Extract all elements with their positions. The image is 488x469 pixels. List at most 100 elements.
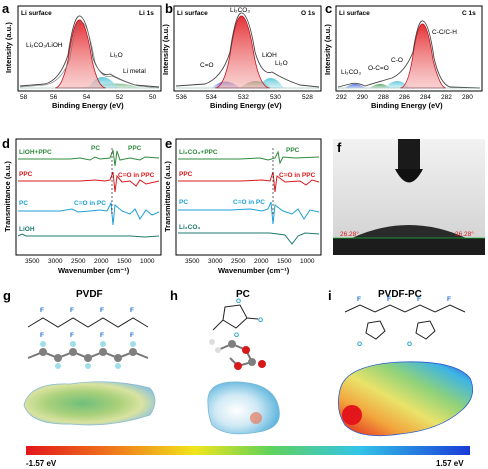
annotation-e-1: C=O in PPC <box>279 172 316 179</box>
plot-frame-b <box>173 5 322 92</box>
sessile-drop <box>352 225 466 238</box>
series-label-d-2: PC <box>19 200 28 207</box>
pvdf-pc-rings: O O <box>357 320 436 348</box>
panel-a: a Li surface Li 1s Li₂CO₃/LiOH Li₂O Li m… <box>2 1 162 110</box>
panel-letter-e: e <box>165 136 172 151</box>
atom-f-i-3: F <box>417 296 421 303</box>
peak-cc-ch-c <box>399 23 447 89</box>
pvdf-ball-stick <box>27 341 149 369</box>
series-label-d-3: LiOH <box>19 226 35 233</box>
ylabel-a-text: Intensity (a.u.) <box>4 22 13 73</box>
xtick-c-5: 282 <box>441 94 452 101</box>
header-left-a: Li surface <box>21 10 52 17</box>
panel-letter-a: a <box>2 1 10 16</box>
series-label-e-3: Li₂CO₃ <box>179 224 200 231</box>
xtick-b-4: 528 <box>302 94 313 101</box>
panel-g: g PVDF F F F F F F F F <box>3 288 156 426</box>
xtick-a-3: 52 <box>116 94 124 101</box>
xlabel-b: Binding Energy (eV) <box>210 101 282 110</box>
xticks-a: 58 56 54 52 50 <box>20 94 157 101</box>
pvdf-pc-esp-negative-region <box>342 405 362 425</box>
envelope-curve-a <box>19 15 160 88</box>
xtick-d-2: 2500 <box>71 258 86 265</box>
series-label-e-2: PC <box>179 199 188 206</box>
pvdf-skeleton <box>27 317 149 328</box>
molecule-title-g: PVDF <box>76 289 103 300</box>
peak-label-a-1: Li₂O <box>110 52 123 59</box>
xtick-a-1: 56 <box>50 94 58 101</box>
ylabel-e-text: Transmittance (a.u.) <box>163 161 172 232</box>
annotation-d-2: C=O in PPC <box>118 172 155 179</box>
xtick-e-3: 2000 <box>254 258 269 265</box>
series-label-d-1: PPC <box>19 171 33 178</box>
atom-f-g-7: F <box>100 332 104 339</box>
atom-f-i-2: F <box>387 296 391 303</box>
envelope-curve-b <box>175 12 320 88</box>
peak-label-b-2: LiOH <box>262 52 277 59</box>
panel-e: e Li₂CO₃+PPC PPC PC Li₂CO₃ PPC C=O in PP… <box>163 136 322 275</box>
header-right-b: O 1s <box>301 10 315 17</box>
colorbar: -1.57 eV 1.57 eV <box>26 446 470 468</box>
xtick-d-5: 1000 <box>140 258 155 265</box>
xtick-c-4: 284 <box>420 94 431 101</box>
xtick-e-2: 2500 <box>231 258 246 265</box>
peak-label-c-1: C-O <box>391 57 403 64</box>
pc-esp-surface <box>207 381 280 435</box>
atom-o-h-3: O <box>258 317 263 324</box>
header-left-c: Li surface <box>339 10 370 17</box>
spectrum-lioh-d <box>17 233 160 238</box>
spectrum-ppc-e <box>178 171 320 193</box>
pvdf-esp-surface <box>23 381 156 426</box>
peak-label-b-3: Li₂O <box>275 60 288 67</box>
pc-esp-negative-region <box>250 412 262 424</box>
panel-b: b Li surface O 1s Li₂CO₃ C=O LiOH Li₂O I… <box>161 1 322 110</box>
xlabel-e: Wavenumber (cm⁻¹) <box>218 266 290 275</box>
ylabel-d-text: Transmittance (a.u.) <box>3 161 12 232</box>
xtick-d-1: 3000 <box>48 258 63 265</box>
annotation-e-0: PPC <box>286 147 300 154</box>
colorbar-min-label: -1.57 eV <box>26 459 57 468</box>
peak-li2co3-c <box>345 84 365 88</box>
colorbar-gradient <box>26 446 470 455</box>
xtick-c-1: 290 <box>357 94 368 101</box>
atom-f-g-3: F <box>100 307 104 314</box>
series-label-e-1: PPC <box>179 171 193 178</box>
panel-letter-i: i <box>328 288 332 303</box>
peak-li2co3-b <box>214 15 271 89</box>
panel-f: f 26.28° 26.28° <box>333 139 485 255</box>
xticks-c: 292 290 288 286 284 282 280 <box>336 94 473 101</box>
xlabel-c: Binding Energy (eV) <box>371 101 443 110</box>
series-label-d-0: LiOH+PPC <box>19 149 52 156</box>
panel-letter-b: b <box>165 1 173 16</box>
spectrum-ppc-d <box>18 171 160 193</box>
xtick-c-6: 280 <box>462 94 473 101</box>
atom-o-i-1: O <box>357 341 362 348</box>
pvdf-pc-chain <box>344 304 466 313</box>
xticks-d: 3500 3000 2500 2000 1500 1000 <box>25 258 155 265</box>
plot-frame-e <box>175 138 322 256</box>
spectrum-lioh-ppc-d <box>18 149 160 167</box>
xtick-b-2: 532 <box>238 94 249 101</box>
header-right-c: C 1s <box>462 10 476 17</box>
atom-f-i-4: F <box>447 296 451 303</box>
xtick-c-0: 292 <box>336 94 347 101</box>
fit-curve-a <box>19 21 160 89</box>
peak-label-c-2: O-C=O <box>368 65 389 72</box>
panel-letter-f: f <box>337 140 342 155</box>
xlabel-d: Wavenumber (cm⁻¹) <box>58 266 130 275</box>
plot-frame-a <box>17 5 162 92</box>
molecule-title-i: PVDF-PC <box>378 289 422 300</box>
xtick-d-3: 2000 <box>94 258 109 265</box>
angle-label-left: 26.28° <box>340 230 359 238</box>
panel-letter-d: d <box>2 136 10 151</box>
panel-c: c Li surface C 1s C-C/C-H C-O O-C=O Li₂C… <box>323 1 483 110</box>
pc-skeleton: O O O <box>212 298 263 339</box>
spectrum-pc-e <box>178 201 320 225</box>
angle-label-right: 26.28° <box>455 230 474 238</box>
xtick-b-1: 534 <box>206 94 217 101</box>
header-right-a: Li 1s <box>139 10 154 17</box>
peak-oco-c <box>370 84 390 88</box>
panel-h: h PC O O O <box>170 288 280 435</box>
xtick-e-0: 3500 <box>185 258 200 265</box>
atom-f-g-2: F <box>70 307 74 314</box>
